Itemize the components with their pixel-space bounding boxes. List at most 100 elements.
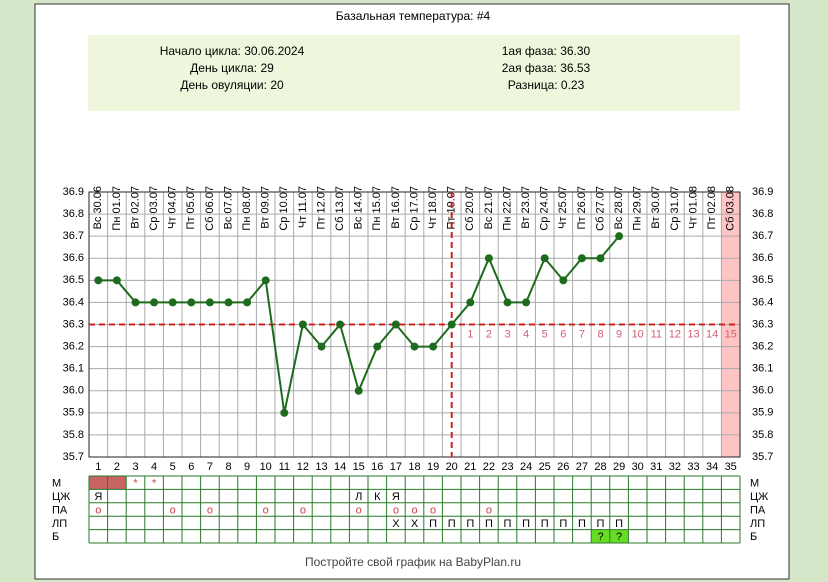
date-label: Вс 21.07 bbox=[483, 186, 495, 229]
date-label: Ср 10.07 bbox=[278, 186, 290, 231]
date-label: Пн 22.07 bbox=[501, 186, 513, 231]
date-label: Пт 26.07 bbox=[576, 186, 588, 230]
date-label: Ср 17.07 bbox=[408, 186, 420, 231]
y-tick-label: 36.2 bbox=[63, 340, 84, 352]
row-label: Б bbox=[52, 531, 59, 543]
date-label: Вт 23.07 bbox=[520, 186, 532, 229]
point bbox=[503, 298, 512, 307]
date-label: Пн 01.07 bbox=[111, 186, 123, 231]
cell-text: о bbox=[486, 504, 492, 516]
day-number: 13 bbox=[315, 461, 327, 473]
day-number: 20 bbox=[446, 461, 458, 473]
point bbox=[336, 320, 345, 329]
phase-day: 6 bbox=[560, 328, 566, 340]
cell-text: П bbox=[504, 518, 512, 530]
point bbox=[577, 254, 586, 263]
y-tick-label-right: 36.6 bbox=[752, 252, 773, 264]
day-number: 30 bbox=[632, 461, 644, 473]
date-label: Вс 28.07 bbox=[613, 186, 625, 229]
y-tick-label-right: 35.9 bbox=[752, 407, 773, 419]
y-tick-label-right: 36.2 bbox=[752, 340, 773, 352]
phase-day: 5 bbox=[542, 328, 548, 340]
point bbox=[615, 232, 624, 241]
day-number: 17 bbox=[390, 461, 402, 473]
day-number: 16 bbox=[371, 461, 383, 473]
point bbox=[187, 298, 196, 307]
cell-text: П bbox=[541, 518, 549, 530]
date-label: Вт 30.07 bbox=[650, 186, 662, 229]
row-label-right: ПА bbox=[750, 504, 766, 516]
point bbox=[391, 320, 400, 329]
row-label-right: Б bbox=[750, 531, 757, 543]
y-tick-label-right: 36.7 bbox=[752, 230, 773, 242]
cell-text: о bbox=[207, 504, 213, 516]
day-number: 6 bbox=[188, 461, 194, 473]
date-label: Вс 14.07 bbox=[353, 186, 365, 229]
point bbox=[373, 342, 382, 351]
cell-text: П bbox=[466, 518, 474, 530]
day-number: 9 bbox=[244, 461, 250, 473]
day-number: 2 bbox=[114, 461, 120, 473]
day-number: 15 bbox=[353, 461, 365, 473]
day-number: 22 bbox=[483, 461, 495, 473]
day-number: 32 bbox=[669, 461, 681, 473]
point bbox=[280, 408, 289, 417]
info-line: День овуляции: 20 bbox=[180, 78, 284, 92]
date-label: Пт 05.07 bbox=[185, 186, 197, 230]
day-number: 25 bbox=[539, 461, 551, 473]
cell-text: Я bbox=[392, 491, 400, 503]
date-label: Сб 13.07 bbox=[334, 186, 346, 231]
info-line: 2ая фаза: 36.53 bbox=[502, 61, 591, 75]
cell-text: ? bbox=[616, 531, 622, 543]
info-line: Разница: 0.23 bbox=[508, 78, 585, 92]
date-label: Вт 16.07 bbox=[390, 186, 402, 229]
info-value: 29 bbox=[260, 61, 274, 75]
day-number: 4 bbox=[151, 461, 157, 473]
day-number: 8 bbox=[225, 461, 231, 473]
date-label: Ср 31.07 bbox=[669, 186, 681, 231]
day-number: 5 bbox=[170, 461, 176, 473]
date-label: Сб 06.07 bbox=[204, 186, 216, 231]
cell-text: Я bbox=[94, 491, 102, 503]
day-number: 10 bbox=[260, 461, 272, 473]
phase-day: 3 bbox=[504, 328, 510, 340]
date-label: Пн 29.07 bbox=[632, 186, 644, 231]
day-number: 21 bbox=[464, 461, 476, 473]
day-number: 35 bbox=[725, 461, 737, 473]
day-number: 3 bbox=[132, 461, 138, 473]
y-tick-label-right: 36.5 bbox=[752, 274, 773, 286]
cell-text: П bbox=[522, 518, 530, 530]
row-label: ЛП bbox=[52, 518, 67, 530]
cell-text: о bbox=[170, 504, 176, 516]
point bbox=[94, 276, 103, 285]
point bbox=[261, 276, 270, 285]
cell-text: * bbox=[133, 478, 138, 490]
info-value: 36.30 bbox=[560, 44, 590, 58]
info-line: 1ая фаза: 36.30 bbox=[502, 44, 591, 58]
info-label: 1ая фаза: bbox=[502, 44, 557, 58]
day-number: 31 bbox=[650, 461, 662, 473]
phase-day: 14 bbox=[706, 328, 718, 340]
point bbox=[354, 386, 363, 395]
phase-day: 7 bbox=[579, 328, 585, 340]
point bbox=[205, 298, 214, 307]
cell-text: * bbox=[152, 478, 157, 490]
cell-text: о bbox=[430, 504, 436, 516]
y-tick-label: 35.7 bbox=[63, 451, 84, 463]
date-label: Сб 03.08 bbox=[725, 186, 737, 231]
phase-day: 11 bbox=[651, 328, 662, 340]
phase-day: 9 bbox=[616, 328, 622, 340]
chart-title: Базальная температура: #4 bbox=[336, 9, 491, 23]
footer: Постройте свой график на BabyPlan.ru bbox=[305, 555, 521, 569]
point bbox=[447, 320, 456, 329]
day-number: 28 bbox=[594, 461, 606, 473]
point bbox=[298, 320, 307, 329]
phase-day: 15 bbox=[725, 328, 737, 340]
row-fill bbox=[89, 476, 108, 490]
phase-day: 1 bbox=[467, 328, 473, 340]
phase-day: 2 bbox=[486, 328, 492, 340]
cell-text: о bbox=[300, 504, 306, 516]
info-value: 30.06.2024 bbox=[244, 44, 304, 58]
cell-text: Л bbox=[355, 491, 362, 503]
